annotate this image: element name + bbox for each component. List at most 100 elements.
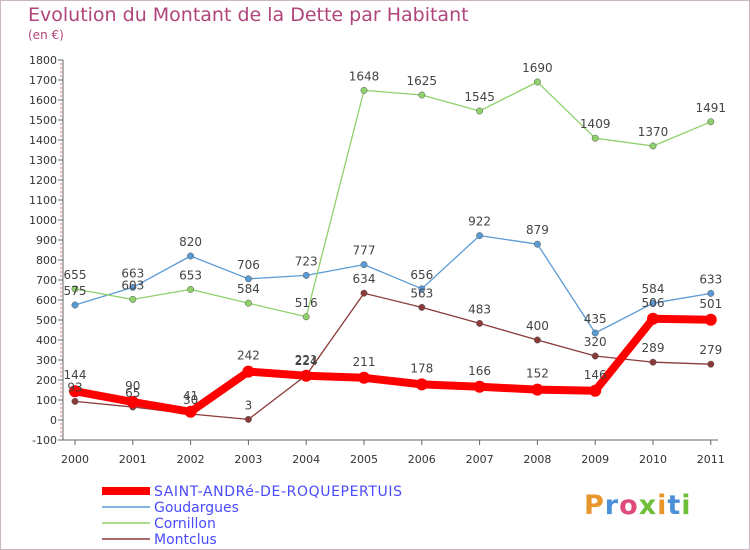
logo-letter: o — [619, 490, 639, 521]
data-label-montclus: 279 — [699, 343, 722, 357]
y-tick-label: 1400 — [29, 134, 57, 147]
data-label-goudargues: 777 — [353, 244, 376, 258]
data-point-saint-andre — [184, 405, 197, 418]
data-label-saint-andre: 146 — [584, 368, 607, 382]
data-point-saint-andre — [358, 371, 370, 384]
data-label-montclus: 634 — [353, 272, 376, 286]
data-label-saint-andre: 501 — [699, 297, 722, 311]
data-label-cornillon: 1409 — [580, 117, 611, 131]
x-tick-label: 2011 — [697, 453, 725, 466]
data-label-montclus: 320 — [584, 335, 607, 349]
data-label-goudargues: 663 — [121, 266, 144, 280]
data-point-saint-andre — [300, 369, 313, 382]
data-point-cornillon — [129, 295, 137, 303]
legend-label-goudargues: Goudargues — [154, 500, 239, 516]
data-point-montclus — [244, 415, 252, 423]
data-label-cornillon: 655 — [64, 268, 87, 282]
x-tick-label: 2005 — [350, 453, 378, 466]
data-point-saint-andre — [473, 380, 486, 393]
y-tick-label: 700 — [36, 274, 57, 287]
legend-label-montclus: Montclus — [154, 532, 217, 548]
series-line-saint-andre — [71, 314, 715, 416]
data-point-montclus — [533, 336, 541, 344]
data-label-cornillon: 516 — [295, 296, 318, 310]
chart-subtitle: (en €) — [28, 28, 64, 42]
data-label-cornillon: 1625 — [407, 74, 438, 88]
y-tick-label: 1800 — [29, 54, 57, 67]
data-label-saint-andre: 90 — [125, 379, 140, 393]
data-point-goudargues — [244, 275, 252, 283]
data-label-cornillon: 1370 — [638, 125, 669, 139]
data-point-montclus — [71, 397, 79, 405]
data-point-goudargues — [533, 240, 541, 248]
data-point-cornillon — [533, 78, 541, 86]
data-label-goudargues: 922 — [468, 215, 491, 229]
y-tick-label: 1100 — [29, 194, 57, 207]
data-label-goudargues: 723 — [295, 254, 318, 268]
data-label-goudargues: 706 — [237, 258, 260, 272]
data-point-saint-andre — [69, 385, 81, 398]
legend-label-cornillon: Cornillon — [154, 516, 216, 532]
data-point-cornillon — [244, 299, 252, 307]
data-point-cornillon — [71, 285, 79, 293]
data-label-saint-andre: 242 — [237, 349, 260, 363]
data-label-saint-andre: 152 — [526, 367, 549, 381]
data-label-montclus: 3 — [245, 398, 253, 412]
data-label-cornillon: 1648 — [349, 69, 380, 83]
data-point-cornillon — [418, 91, 426, 99]
data-label-montclus: 289 — [642, 341, 665, 355]
y-tick-label: 800 — [36, 254, 57, 267]
y-tick-label: 200 — [36, 374, 57, 387]
data-point-goudargues — [649, 299, 657, 307]
data-point-saint-andre — [647, 312, 659, 325]
data-point-goudargues — [129, 283, 137, 291]
y-tick-label: 500 — [36, 314, 57, 327]
data-point-cornillon — [476, 107, 484, 115]
data-label-cornillon: 603 — [121, 278, 144, 292]
logo-letter: i — [657, 490, 668, 521]
data-label-montclus: 224 — [295, 354, 318, 368]
series-line-goudargues — [74, 234, 712, 334]
data-point-goudargues — [476, 232, 484, 240]
data-point-cornillon — [649, 142, 657, 150]
y-tick-label: 1200 — [29, 174, 57, 187]
logo-letter: i — [681, 490, 692, 521]
x-tick-label: 2002 — [177, 453, 205, 466]
data-point-saint-andre — [126, 396, 139, 408]
y-tick-label: 0 — [50, 414, 57, 427]
data-point-goudargues — [71, 301, 79, 309]
data-point-montclus — [649, 358, 657, 366]
chart-title: Evolution du Montant de la Dette par Hab… — [28, 4, 469, 26]
data-point-cornillon — [360, 86, 368, 94]
data-label-goudargues: 435 — [584, 312, 607, 326]
logo-letter: t — [667, 490, 682, 521]
y-tick-label: 1500 — [29, 114, 57, 127]
x-tick-label: 2001 — [119, 453, 147, 466]
data-label-cornillon: 1545 — [464, 90, 495, 104]
x-tick-label: 2004 — [292, 453, 320, 466]
data-label-cornillon: 653 — [179, 268, 202, 282]
logo-letter: P — [584, 490, 605, 521]
series-line-montclus — [74, 292, 712, 421]
data-label-saint-andre: 178 — [410, 361, 433, 375]
data-point-montclus — [360, 289, 368, 297]
data-point-goudargues — [302, 271, 310, 279]
data-point-saint-andre — [415, 378, 428, 391]
data-point-montclus — [591, 352, 599, 360]
data-label-montclus: 93 — [67, 380, 82, 394]
legend-label-saint-andre: SAINT-ANDRé-DE-ROQUEPERTUIS — [154, 484, 402, 500]
y-tick-label: 900 — [36, 234, 57, 247]
data-point-cornillon — [591, 134, 599, 142]
data-point-cornillon — [187, 285, 195, 293]
data-point-goudargues — [187, 252, 195, 260]
data-point-cornillon — [302, 313, 310, 321]
data-label-montclus: 30 — [183, 393, 198, 407]
data-label-cornillon: 1491 — [696, 101, 727, 115]
data-label-montclus: 563 — [410, 286, 433, 300]
data-point-goudargues — [707, 289, 715, 297]
data-label-montclus: 65 — [125, 386, 140, 400]
y-tick-label: 1300 — [29, 154, 57, 167]
data-label-goudargues: 633 — [699, 272, 722, 286]
data-point-cornillon — [707, 118, 715, 126]
data-label-montclus: 400 — [526, 319, 549, 333]
